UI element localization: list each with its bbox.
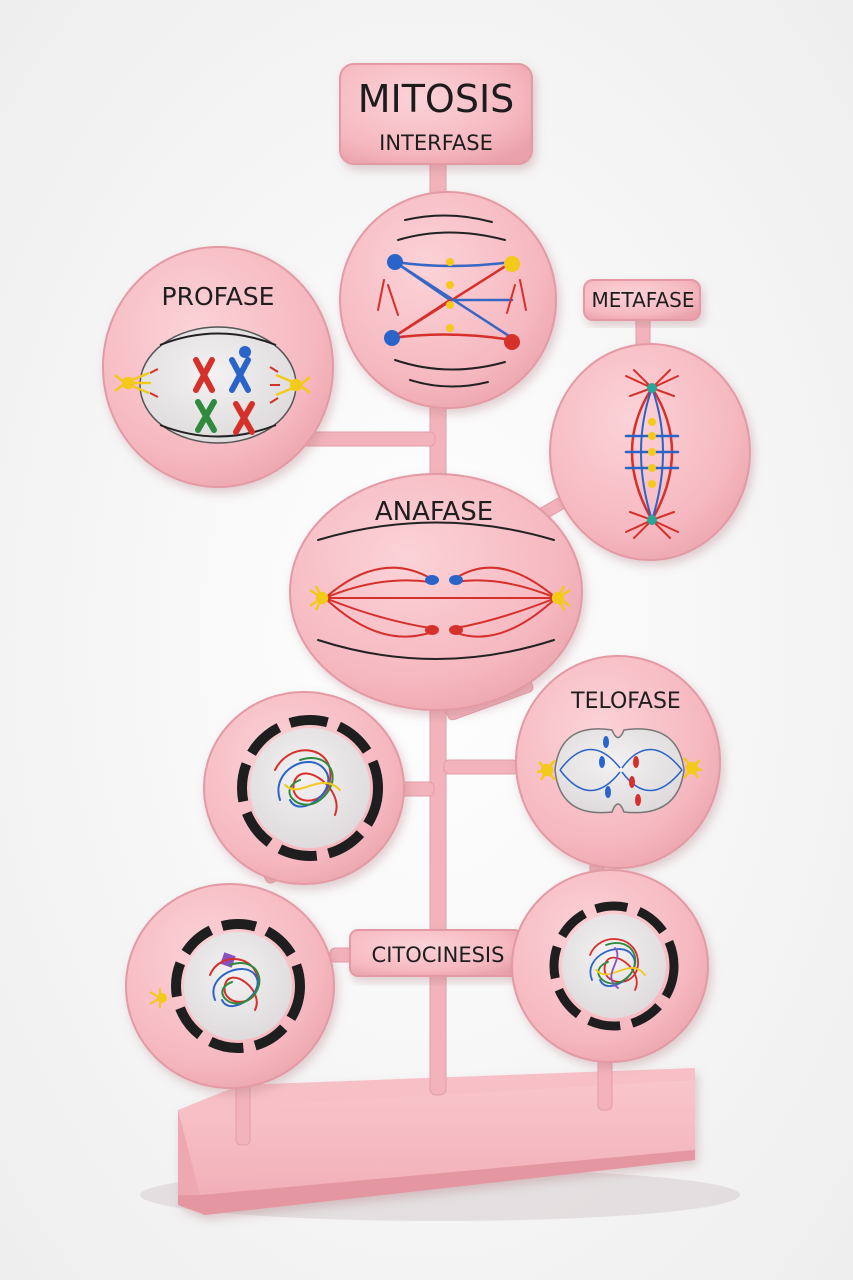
interfase-centrosomes (384, 254, 520, 350)
chromatin (274, 749, 341, 816)
anafase-spindle (317, 521, 557, 660)
chromosome-icon (229, 357, 251, 393)
centrosome-icon (647, 515, 657, 525)
aster-right-icon (551, 585, 571, 611)
title-sign: MITOSIS INTERFASE (339, 63, 533, 165)
metafase-plate (647, 383, 657, 525)
chromosome-icon (195, 399, 217, 433)
chromatin (209, 958, 261, 1011)
chromosome-icon (233, 401, 255, 435)
metafase-sign (583, 279, 701, 321)
title-mitosis: MITOSIS (358, 77, 515, 121)
aster-icon (149, 988, 167, 1008)
chromatin (589, 938, 646, 991)
aster-left-icon (114, 368, 159, 398)
title-interfase: INTERFASE (379, 131, 493, 155)
label-telofase: TELOFASE (570, 689, 681, 714)
nuclear-envelope-right-lower (549, 901, 679, 1031)
nuclear-envelope-left-lower (149, 919, 305, 1053)
label-citocinesis: CITOCINESIS (372, 943, 505, 967)
profase-nucleus (114, 326, 311, 444)
aster-left-icon (309, 585, 329, 611)
chromosomes (193, 357, 255, 435)
anafase-chromatids (309, 575, 571, 635)
metafase-spindle (624, 369, 680, 539)
centrosome-icon (384, 330, 400, 346)
aster-right-icon (683, 757, 703, 779)
chromosome-icon (193, 357, 215, 393)
centrosome-icon (387, 254, 403, 270)
aster-left-icon (536, 759, 556, 781)
centrosome-icon (504, 334, 520, 350)
centrosome-icon (647, 383, 657, 393)
interfase-spindle (377, 214, 527, 388)
label-metafase: METAFASE (592, 288, 695, 312)
label-profase: PROFASE (162, 282, 275, 311)
aster-right-icon (269, 366, 311, 404)
nuclear-envelope-left-upper (237, 715, 383, 861)
centrosome-icon (504, 256, 520, 272)
telofase-cells (536, 728, 703, 814)
